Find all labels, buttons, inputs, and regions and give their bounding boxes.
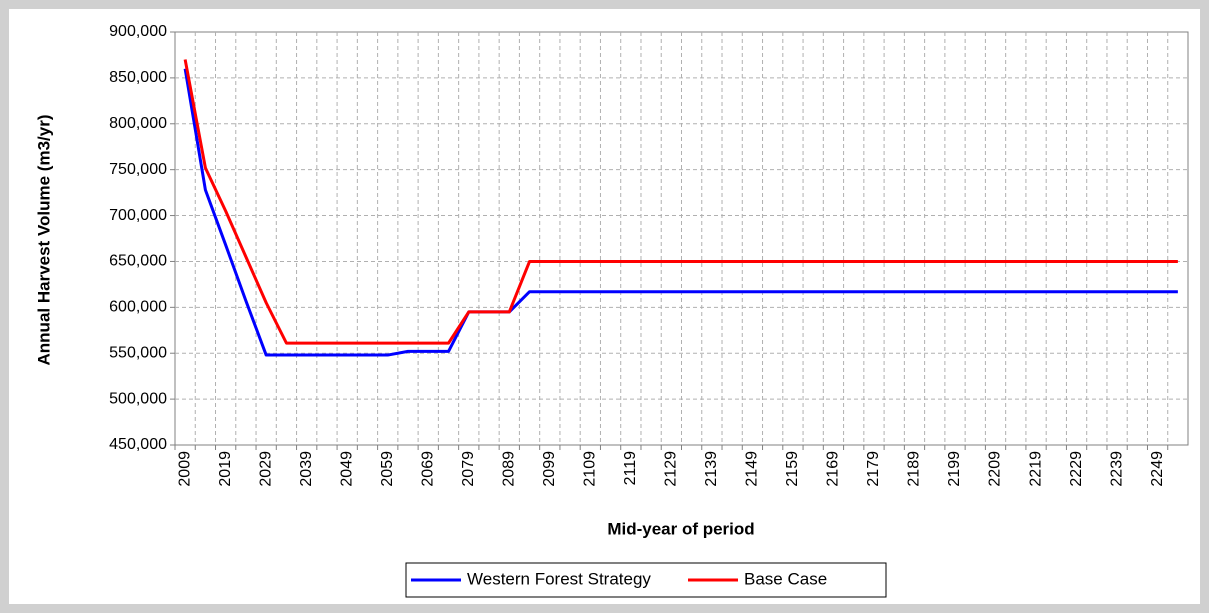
y-tick-label: 800,000 bbox=[109, 115, 167, 132]
x-tick-label: 2029 bbox=[257, 451, 274, 487]
y-tick-label: 600,000 bbox=[109, 299, 167, 316]
x-tick-label: 2069 bbox=[419, 451, 436, 487]
x-tick-label: 2209 bbox=[987, 451, 1004, 487]
x-tick-label: 2109 bbox=[582, 451, 599, 487]
x-tick-label: 2009 bbox=[176, 451, 193, 487]
x-tick-label: 2229 bbox=[1068, 451, 1085, 487]
legend-label: Western Forest Strategy bbox=[467, 569, 651, 588]
y-axis-title: Annual Harvest Volume (m3/yr) bbox=[34, 115, 53, 366]
x-tick-label: 2189 bbox=[906, 451, 923, 487]
x-tick-label: 2239 bbox=[1108, 451, 1125, 487]
x-tick-label: 2169 bbox=[825, 451, 842, 487]
x-tick-label: 2089 bbox=[501, 451, 518, 487]
y-tick-label: 500,000 bbox=[109, 390, 167, 407]
series-line bbox=[183, 59, 1178, 345]
legend bbox=[405, 562, 887, 598]
x-tick-label: 2129 bbox=[663, 451, 680, 487]
x-tick-label: 2249 bbox=[1149, 451, 1166, 487]
y-tick-label: 450,000 bbox=[109, 436, 167, 453]
y-tick-label: 900,000 bbox=[109, 23, 167, 40]
x-tick-label: 2039 bbox=[298, 451, 315, 487]
series-line bbox=[183, 68, 1178, 357]
x-tick-label: 2059 bbox=[379, 451, 396, 487]
x-tick-label: 2049 bbox=[338, 451, 355, 487]
x-tick-label: 2179 bbox=[865, 451, 882, 487]
x-tick-label: 2099 bbox=[541, 451, 558, 487]
x-tick-label: 2119 bbox=[622, 451, 639, 486]
y-tick-label: 850,000 bbox=[109, 69, 167, 86]
x-axis-title: Mid-year of period bbox=[607, 519, 754, 538]
y-tick-label: 650,000 bbox=[109, 253, 167, 270]
x-tick-label: 2139 bbox=[703, 451, 720, 487]
y-tick-label: 700,000 bbox=[109, 207, 167, 224]
x-tick-label: 2219 bbox=[1027, 451, 1044, 487]
y-tick-label: 550,000 bbox=[109, 344, 167, 361]
x-tick-label: 2199 bbox=[946, 451, 963, 487]
x-tick-label: 2019 bbox=[217, 451, 234, 487]
x-tick-label: 2079 bbox=[460, 451, 477, 487]
y-tick-label: 750,000 bbox=[109, 161, 167, 178]
x-tick-label: 2149 bbox=[744, 451, 761, 487]
legend-label: Base Case bbox=[744, 569, 827, 588]
x-tick-label: 2159 bbox=[784, 451, 801, 487]
